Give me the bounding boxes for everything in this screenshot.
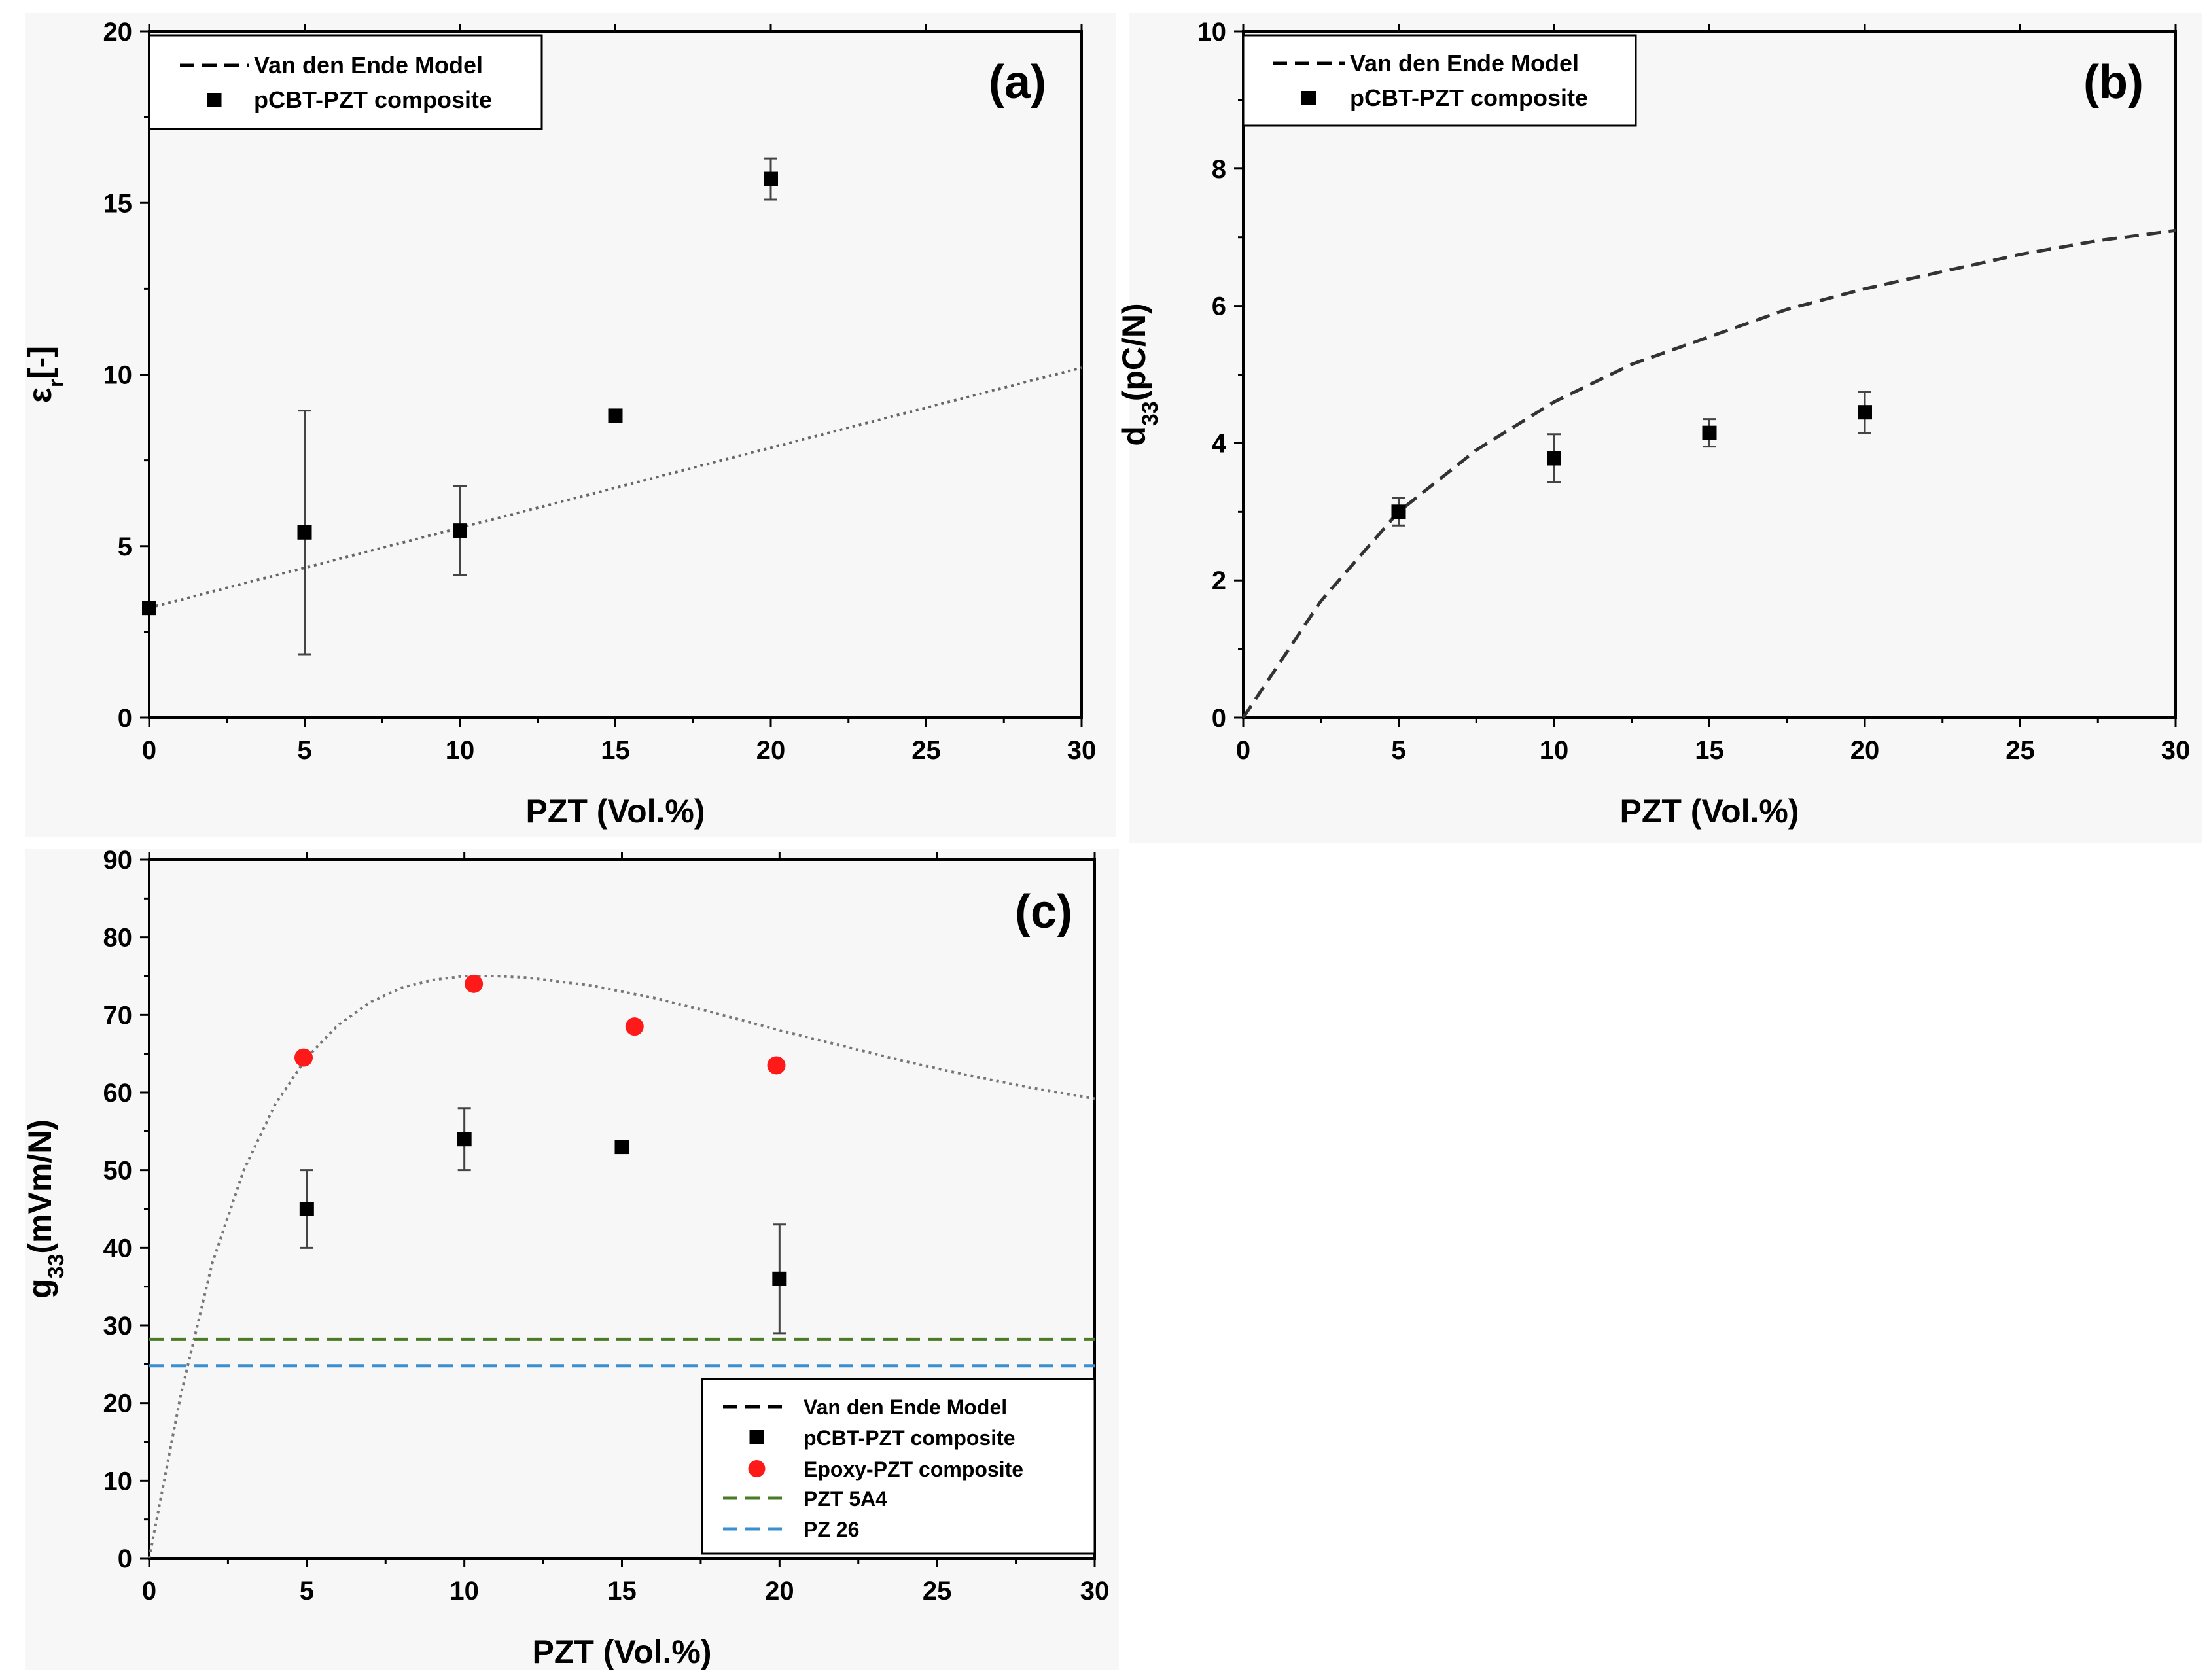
y-tick-label: 20 — [103, 1390, 133, 1418]
x-tick-label: 10 — [1540, 736, 1569, 765]
panel-a: 0 5 10 15 20 25 30 0 5 10 15 20 PZT (Vol.%) εr[-] (a) V… — [22, 18, 1096, 830]
legend-label: Van den Ende Model — [1350, 50, 1579, 77]
legend-marker-square — [749, 1430, 764, 1444]
x-axis-label: PZT (Vol.%) — [525, 793, 705, 830]
y-tick-label: 8 — [1212, 155, 1226, 184]
y-tick-label: 70 — [103, 1001, 133, 1030]
y-tick-label: 60 — [103, 1079, 133, 1108]
panel-a-background — [25, 13, 1116, 837]
x-tick-label: 15 — [607, 1577, 637, 1605]
y-tick-label: 15 — [103, 189, 133, 218]
point-pcbt-pzt-composite — [772, 1271, 787, 1286]
legend-label: pCBT-PZT composite — [804, 1426, 1016, 1450]
y-tick-label: 0 — [118, 1545, 132, 1573]
y-tick-label: 90 — [103, 846, 133, 875]
y-tick-label: 10 — [1197, 18, 1227, 46]
x-tick-label: 10 — [446, 736, 475, 765]
legend-box — [148, 34, 543, 130]
x-tick-label: 30 — [1080, 1577, 1110, 1605]
legend-label: Epoxy-PZT composite — [804, 1458, 1023, 1481]
x-tick-label: 25 — [2006, 736, 2035, 765]
point-epoxy-pzt-composite — [294, 1048, 313, 1067]
y-tick-label: 2 — [1212, 567, 1226, 595]
y-tick-label: 50 — [103, 1157, 133, 1185]
point-epoxy-pzt-composite — [625, 1017, 644, 1036]
y-tick-label: 0 — [118, 704, 132, 733]
x-tick-label: 0 — [142, 736, 156, 765]
legend-marker-square — [1301, 91, 1316, 105]
x-tick-label: 5 — [300, 1577, 314, 1605]
point-pcbt-pzt-composite — [614, 1140, 629, 1155]
legend-label: pCBT-PZT composite — [254, 86, 492, 113]
line-van-den-ende-model — [148, 975, 1095, 1559]
x-tick-label: 0 — [142, 1577, 156, 1605]
legend-label: pCBT-PZT composite — [1350, 84, 1588, 111]
legend-marker-circle — [748, 1460, 766, 1477]
panel-c: 0 5 10 15 20 25 30 0 10 20 30 40 50 60 70 80 90 PZT (Vol.… — [22, 846, 1109, 1670]
panel-b-background — [1129, 13, 2202, 843]
y-tick-label: 20 — [103, 18, 133, 46]
legend-marker-square — [207, 93, 222, 107]
y-axis-label: εr[-] — [22, 346, 69, 403]
point-epoxy-pzt-composite — [465, 974, 484, 993]
panel-label: (a) — [989, 56, 1046, 109]
x-tick-label: 25 — [911, 736, 941, 765]
y-tick-label: 0 — [1212, 704, 1226, 733]
y-tick-label: 6 — [1212, 292, 1226, 321]
legend-label: Van den Ende Model — [254, 52, 483, 79]
legend-box — [1242, 34, 1637, 127]
point-pcbt-pzt-composite — [1858, 405, 1872, 420]
x-tick-label: 10 — [450, 1577, 479, 1605]
legend-label: PZT 5A4 — [804, 1487, 887, 1511]
y-tick-label: 30 — [103, 1312, 133, 1340]
x-tick-label: 5 — [297, 736, 311, 765]
x-axis-label: PZT (Vol.%) — [532, 1634, 711, 1670]
legend-label: PZ 26 — [804, 1518, 859, 1541]
point-pcbt-pzt-composite — [1391, 504, 1406, 519]
x-tick-label: 0 — [1236, 736, 1250, 765]
point-pcbt-pzt-composite — [297, 525, 312, 540]
point-pcbt-pzt-composite — [608, 408, 623, 423]
x-tick-label: 30 — [1067, 736, 1097, 765]
point-pcbt-pzt-composite — [457, 1132, 472, 1147]
y-tick-label: 10 — [103, 361, 133, 390]
point-pcbt-pzt-composite — [1547, 451, 1561, 466]
panel-label: (c) — [1015, 886, 1072, 938]
x-tick-label: 25 — [923, 1577, 952, 1605]
x-tick-label: 20 — [765, 1577, 794, 1605]
x-tick-label: 5 — [1391, 736, 1405, 765]
y-axis-label: d33(pC/N) — [1116, 303, 1163, 446]
x-tick-label: 30 — [2161, 736, 2191, 765]
point-pcbt-pzt-composite — [764, 171, 778, 186]
x-tick-label: 20 — [756, 736, 786, 765]
panel-label: (b) — [2083, 56, 2144, 109]
x-tick-label: 15 — [1695, 736, 1724, 765]
x-axis-label: PZT (Vol.%) — [1619, 793, 1799, 830]
point-pcbt-pzt-composite — [1702, 425, 1717, 440]
y-tick-label: 4 — [1212, 429, 1227, 458]
point-pcbt-pzt-composite — [453, 523, 467, 538]
panel-b: 0 5 10 15 20 25 30 0 2 4 6 8 10 PZT (Vol.%) d33(pC/N) (… — [1116, 18, 2190, 830]
x-tick-label: 20 — [1850, 736, 1880, 765]
x-tick-label: 15 — [601, 736, 630, 765]
point-pcbt-pzt-composite — [299, 1202, 314, 1216]
point-epoxy-pzt-composite — [767, 1056, 786, 1075]
y-tick-label: 10 — [103, 1467, 133, 1496]
y-axis-label: g33(mVm/N) — [22, 1119, 69, 1299]
point-pcbt-pzt-composite — [142, 601, 156, 616]
y-tick-label: 40 — [103, 1234, 133, 1263]
legend-label: Van den Ende Model — [804, 1395, 1007, 1419]
y-tick-label: 5 — [118, 533, 132, 561]
y-tick-label: 80 — [103, 924, 133, 953]
